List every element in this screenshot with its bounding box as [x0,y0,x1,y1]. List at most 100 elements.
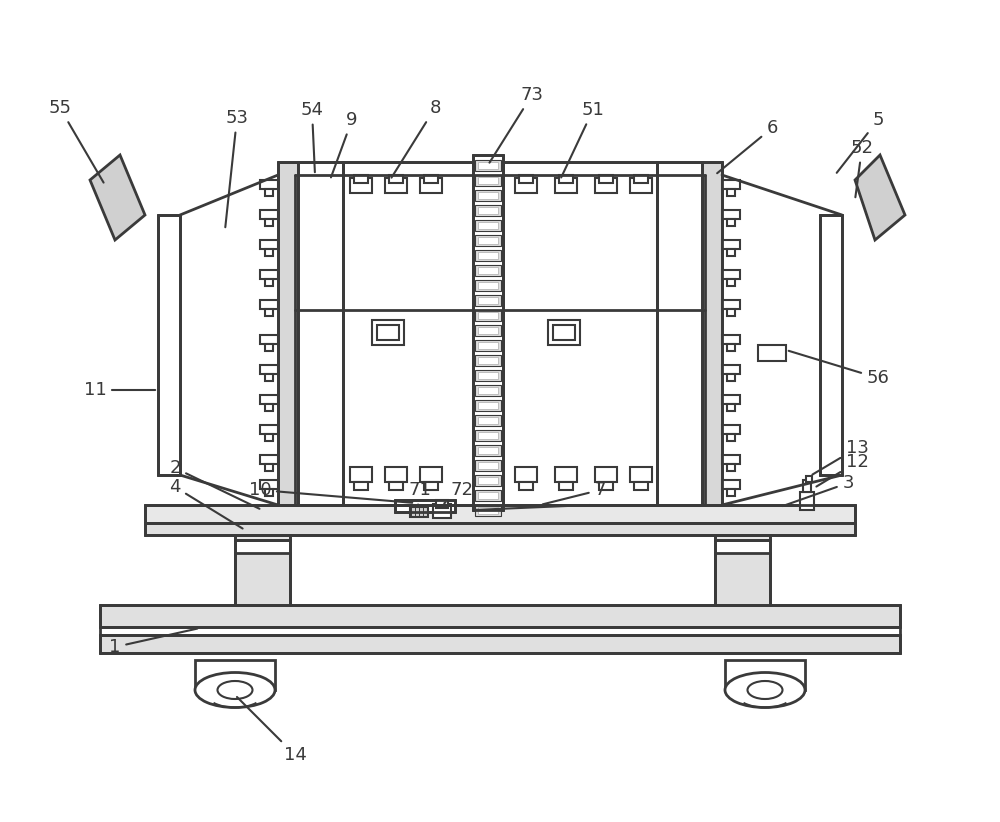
Bar [595,178,617,193]
Bar [702,162,722,505]
Bar [722,335,740,344]
Bar [436,500,448,508]
Text: 3: 3 [783,474,854,506]
Bar [478,207,498,214]
Text: 4: 4 [169,478,243,529]
Bar [100,605,900,627]
Bar [260,180,278,189]
Bar [727,249,735,256]
Bar [475,370,501,381]
Bar [478,237,498,244]
Bar [265,489,273,496]
Bar [478,267,498,274]
Text: 52: 52 [850,139,874,197]
Bar [722,395,740,404]
Bar [475,250,501,261]
Ellipse shape [218,681,252,699]
Bar [727,189,735,196]
Text: 2: 2 [169,459,259,509]
Bar [475,445,501,456]
Bar [265,219,273,226]
Bar [478,477,498,484]
Bar [235,535,290,540]
Text: 51: 51 [561,101,604,178]
Bar [475,295,501,306]
Bar [727,404,735,411]
Bar [475,505,501,516]
Bar [265,309,273,316]
Bar [503,162,657,505]
Bar [478,222,498,229]
Bar [145,523,855,535]
Bar [475,220,501,231]
Bar [265,344,273,351]
Bar [377,325,399,340]
Bar [475,460,501,471]
Bar [559,482,573,490]
Bar [519,482,533,490]
Bar [475,205,501,216]
Bar [475,160,501,171]
Bar [478,462,498,469]
Bar [722,480,740,489]
Bar [634,482,648,490]
Bar [519,175,533,183]
Bar [100,635,900,653]
Bar [475,325,501,336]
Bar [473,155,503,510]
Bar [260,270,278,279]
Text: 10: 10 [249,481,412,503]
Bar [260,210,278,219]
Bar [260,240,278,249]
Bar [555,467,577,482]
Bar [599,175,613,183]
Text: 14: 14 [237,697,306,764]
Bar [298,162,343,505]
Bar [235,540,290,605]
Text: 5: 5 [837,111,884,173]
Bar [260,300,278,309]
Bar [722,210,740,219]
Bar [478,447,498,454]
Bar [630,178,652,193]
Bar [800,492,814,510]
Polygon shape [90,155,145,240]
Bar [725,660,805,690]
Bar [433,504,451,518]
Bar [722,270,740,279]
Bar [260,425,278,434]
Bar [265,189,273,196]
Bar [350,467,372,482]
Bar [727,279,735,286]
Bar [260,335,278,344]
Bar [715,540,770,605]
Bar [806,476,812,482]
Bar [424,482,438,490]
Bar [475,175,501,186]
Text: 9: 9 [331,111,358,178]
Text: 71: 71 [409,481,431,505]
Text: 56: 56 [789,351,889,387]
Bar [478,507,498,514]
Bar [235,553,290,605]
Bar [385,178,407,193]
Bar [475,235,501,246]
Bar [372,320,404,345]
Ellipse shape [195,672,275,708]
Bar [343,162,473,505]
Bar [722,240,740,249]
Ellipse shape [725,672,805,708]
Bar [475,340,501,351]
Bar [478,282,498,289]
Bar [559,175,573,183]
Bar [260,480,278,489]
Polygon shape [855,155,905,240]
Bar [478,417,498,424]
Bar [475,190,501,201]
Bar [478,432,498,439]
Ellipse shape [748,681,782,699]
Bar [475,265,501,276]
Bar [727,434,735,441]
Bar [478,297,498,304]
Text: 55: 55 [48,99,104,182]
